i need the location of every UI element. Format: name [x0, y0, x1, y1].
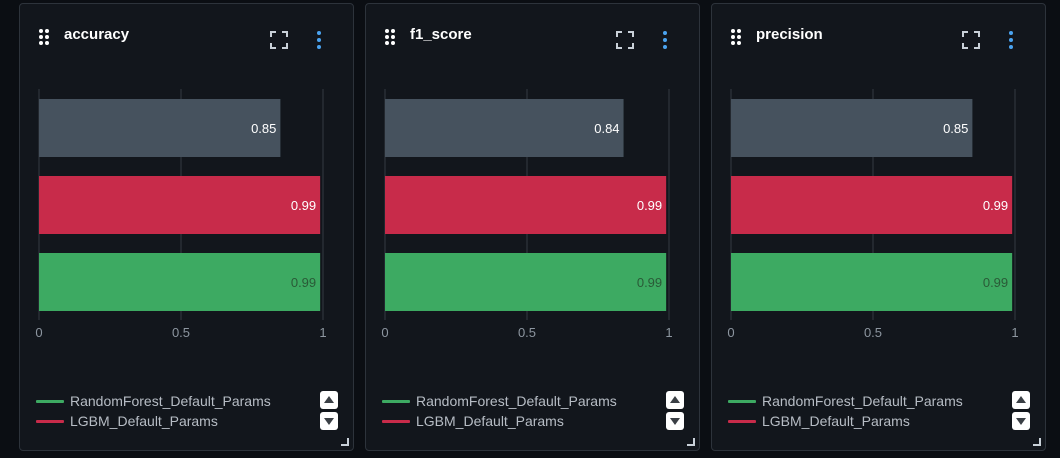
triangle-up-icon [1016, 396, 1026, 403]
more-options-icon[interactable] [316, 30, 322, 50]
bar [39, 253, 321, 311]
bar [385, 176, 667, 234]
legend-scroll-down-button[interactable] [1012, 412, 1030, 430]
x-tick-label: 1 [665, 325, 672, 340]
panel-title: precision [756, 26, 823, 43]
legend-scroller [666, 391, 684, 431]
legend-swatch [728, 400, 756, 403]
x-tick-label: 1 [319, 325, 326, 340]
panel-title: f1_score [410, 26, 472, 43]
x-tick-label: 0.5 [518, 325, 536, 340]
bar [385, 253, 667, 311]
legend-scroll-up-button[interactable] [1012, 391, 1030, 409]
more-options-icon[interactable] [1008, 30, 1014, 50]
panel-title: accuracy [64, 26, 130, 43]
resize-handle-icon[interactable] [340, 437, 349, 446]
x-tick-label: 0 [381, 325, 388, 340]
triangle-down-icon [1016, 418, 1026, 425]
legend-label: LGBM_Default_Params [70, 413, 218, 429]
drag-handle-icon[interactable] [38, 28, 50, 46]
bar-value-label: 0.85 [251, 121, 276, 136]
fullscreen-icon[interactable] [962, 31, 980, 49]
bar-value-label: 0.99 [983, 198, 1008, 213]
legend-label: RandomForest_Default_Params [70, 393, 271, 409]
legend-scroll-down-button[interactable] [666, 412, 684, 430]
legend-scroll-up-button[interactable] [320, 391, 338, 409]
x-tick-label: 0.5 [864, 325, 882, 340]
legend-label: RandomForest_Default_Params [762, 393, 963, 409]
legend-label: LGBM_Default_Params [762, 413, 910, 429]
bar [385, 99, 624, 157]
chart-panel-f1-score: f1_score 0 0.5 1 0.84 0.99 0.99 RandomForest_… [365, 3, 700, 451]
bar-chart: 0 0.5 1 0.85 0.99 0.99 [727, 89, 1019, 340]
resize-handle-icon[interactable] [1032, 437, 1041, 446]
legend-label: RandomForest_Default_Params [416, 393, 617, 409]
bar-value-label: 0.84 [594, 121, 619, 136]
legend-swatch [728, 420, 756, 423]
chart-panel-accuracy: accuracy 0 0.5 1 0.85 0.99 0.99 RandomForest_… [19, 3, 354, 451]
bar-value-label: 0.99 [983, 275, 1008, 290]
bar-value-label: 0.99 [291, 275, 316, 290]
legend-swatch [36, 420, 64, 423]
triangle-up-icon [670, 396, 680, 403]
chart-panel-precision: precision 0 0.5 1 0.85 0.99 0.99 RandomForest… [711, 3, 1046, 451]
legend-scroll-down-button[interactable] [320, 412, 338, 430]
triangle-down-icon [670, 418, 680, 425]
triangle-down-icon [324, 418, 334, 425]
bar-value-label: 0.99 [637, 198, 662, 213]
x-tick-label: 0.5 [172, 325, 190, 340]
bar-value-label: 0.99 [291, 198, 316, 213]
legend-scroller [320, 391, 338, 431]
bar [39, 99, 281, 157]
legend-scroll-up-button[interactable] [666, 391, 684, 409]
fullscreen-icon[interactable] [616, 31, 634, 49]
more-options-icon[interactable] [662, 30, 668, 50]
resize-handle-icon[interactable] [686, 437, 695, 446]
drag-handle-icon[interactable] [730, 28, 742, 46]
bar [39, 176, 321, 234]
bar [731, 99, 973, 157]
fullscreen-icon[interactable] [270, 31, 288, 49]
bar-value-label: 0.99 [637, 275, 662, 290]
drag-handle-icon[interactable] [384, 28, 396, 46]
bar-chart: 0 0.5 1 0.84 0.99 0.99 [381, 89, 673, 340]
legend-swatch [382, 400, 410, 403]
bar [731, 176, 1013, 234]
bar-chart: 0 0.5 1 0.85 0.99 0.99 [35, 89, 327, 340]
x-tick-label: 0 [727, 325, 734, 340]
x-tick-label: 1 [1011, 325, 1018, 340]
legend-label: LGBM_Default_Params [416, 413, 564, 429]
legend-swatch [382, 420, 410, 423]
bar [731, 253, 1013, 311]
bar-value-label: 0.85 [943, 121, 968, 136]
legend-scroller [1012, 391, 1030, 431]
triangle-up-icon [324, 396, 334, 403]
legend-swatch [36, 400, 64, 403]
x-tick-label: 0 [35, 325, 42, 340]
